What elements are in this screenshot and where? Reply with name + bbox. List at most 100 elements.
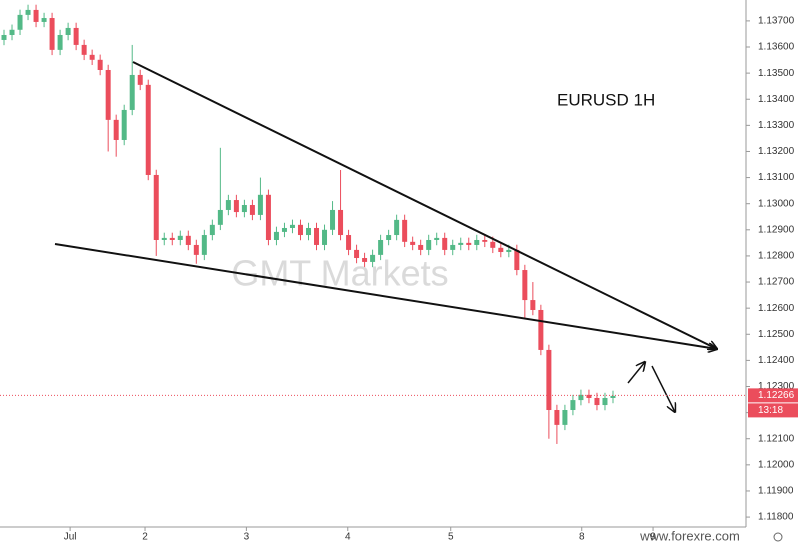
candle-body xyxy=(402,219,408,242)
candle-body xyxy=(522,270,528,301)
candle-body xyxy=(17,14,23,30)
y-tick-label: 1.13500 xyxy=(758,68,795,79)
candle-body xyxy=(249,205,255,215)
candle-body xyxy=(546,349,552,411)
candle-body xyxy=(338,209,344,236)
y-tick-label: 1.12400 xyxy=(758,355,795,366)
candle-body xyxy=(610,395,616,398)
y-tick-label: 1.12900 xyxy=(758,224,795,235)
candle-body xyxy=(121,109,127,140)
candle-body xyxy=(466,242,472,245)
y-tick-label: 1.12100 xyxy=(758,433,795,444)
candle-body xyxy=(1,34,7,40)
price-label-box xyxy=(748,388,798,403)
arrow xyxy=(651,365,675,412)
y-tick-label: 1.12500 xyxy=(758,329,795,340)
settings-icon[interactable] xyxy=(773,532,783,542)
y-tick-label: 1.13200 xyxy=(758,146,795,157)
candle-body xyxy=(113,119,119,140)
candle-body xyxy=(169,237,175,240)
candle-body xyxy=(273,231,279,240)
y-tick-label: 1.12000 xyxy=(758,459,795,470)
candle-body xyxy=(370,254,376,262)
candle-body xyxy=(346,235,352,250)
y-tick-label: 1.13700 xyxy=(758,16,795,27)
candle-body xyxy=(562,410,568,425)
y-tick-label: 1.12700 xyxy=(758,277,795,288)
trend-line xyxy=(132,61,717,349)
candle-body xyxy=(9,29,15,35)
candle-body xyxy=(386,235,392,240)
plot-area xyxy=(1,4,616,444)
candle-body xyxy=(514,249,520,271)
candle-body xyxy=(594,397,600,406)
candle-body xyxy=(354,249,360,259)
y-tick-label: 1.12300 xyxy=(758,381,795,392)
x-tick-label: Jul xyxy=(64,532,77,543)
candle-body xyxy=(257,194,263,215)
candle-body xyxy=(322,229,328,245)
candle-body xyxy=(490,241,496,248)
candle-body xyxy=(602,397,608,406)
candle-body xyxy=(362,258,368,262)
candle-body xyxy=(281,227,287,232)
candle-body xyxy=(506,249,512,253)
x-tick-label: 3 xyxy=(244,532,250,543)
candle-body xyxy=(570,400,576,411)
candle-body xyxy=(145,84,151,175)
candle-body xyxy=(105,69,111,120)
y-tick-label: 1.13400 xyxy=(758,94,795,105)
candle-body xyxy=(49,18,55,50)
candle-body xyxy=(378,239,384,255)
candle-body xyxy=(97,59,103,70)
candle-body xyxy=(129,74,135,110)
candle-body xyxy=(73,27,79,45)
candle-body xyxy=(137,74,143,85)
candle-body xyxy=(65,27,71,35)
y-tick-label: 1.11900 xyxy=(758,486,794,497)
candle-body xyxy=(201,235,207,255)
price-label: 1.12266 xyxy=(758,390,795,401)
candle-body xyxy=(330,209,336,230)
candle-body xyxy=(185,235,191,245)
candle-body xyxy=(538,309,544,350)
candle-body xyxy=(586,394,592,398)
countdown: 13:18 xyxy=(758,405,783,416)
y-tick-label: 1.13100 xyxy=(758,172,795,183)
candle-body xyxy=(177,235,183,240)
y-tick-label: 1.12800 xyxy=(758,251,795,262)
candle-body xyxy=(193,244,199,255)
candle-body xyxy=(474,239,480,245)
x-tick-label: 2 xyxy=(142,532,148,543)
chart-title: EURUSD 1H xyxy=(557,90,655,109)
candle-body xyxy=(265,194,271,240)
candle-body xyxy=(314,227,320,245)
candle-body xyxy=(161,237,167,240)
candle-body xyxy=(442,237,448,250)
candle-body xyxy=(81,44,87,55)
candle-body xyxy=(233,200,239,213)
candle-body xyxy=(305,227,311,236)
candle-body xyxy=(410,241,416,245)
candle-body xyxy=(426,239,432,250)
candle-body xyxy=(225,200,231,210)
y-tick-label: 1.11800 xyxy=(758,512,794,523)
candle-body xyxy=(394,219,400,236)
candle-body xyxy=(153,174,159,240)
candle-body xyxy=(209,224,215,236)
x-tick-label: 4 xyxy=(345,532,351,543)
candle-body xyxy=(25,9,31,15)
candle-body xyxy=(241,205,247,213)
candle-body xyxy=(450,244,456,250)
candle-body xyxy=(554,410,560,425)
y-tick-label: 1.13000 xyxy=(758,198,795,209)
candle-body xyxy=(458,242,464,245)
candle-body xyxy=(89,54,95,60)
watermark: GMT Markets xyxy=(231,253,448,294)
candle-body xyxy=(482,239,488,242)
y-tick-label: 1.13300 xyxy=(758,120,795,131)
candle-body xyxy=(33,9,39,22)
arrow xyxy=(627,362,645,384)
candle-body xyxy=(418,244,424,250)
